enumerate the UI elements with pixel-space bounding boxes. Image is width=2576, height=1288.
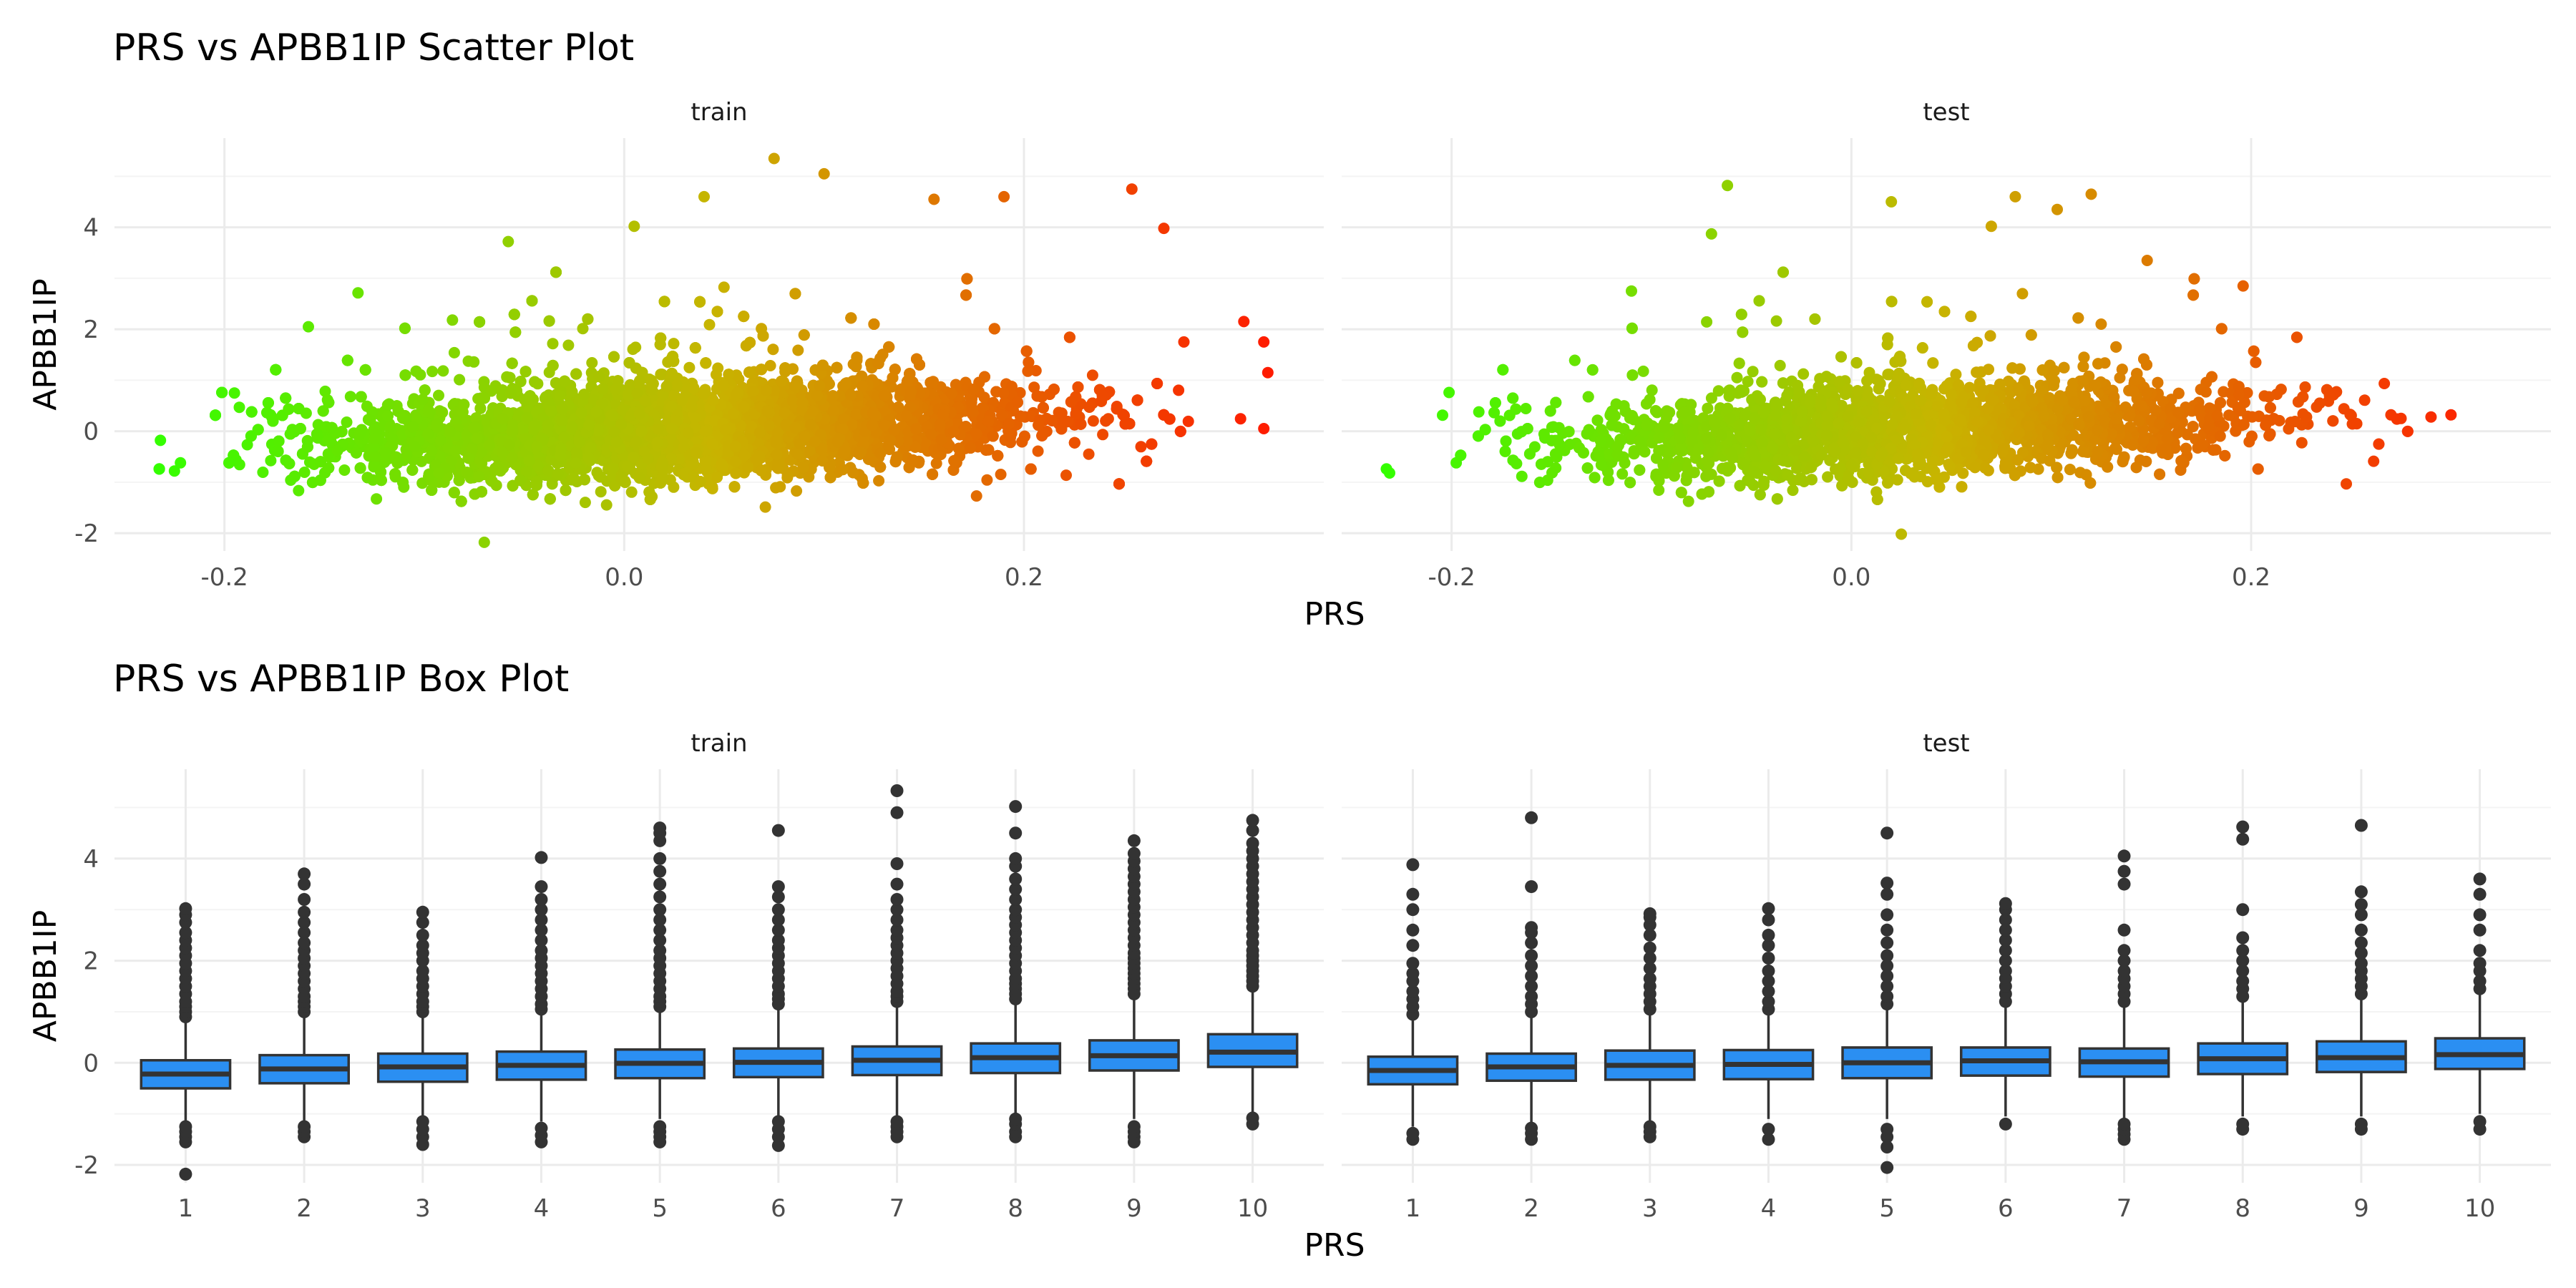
scatter-point <box>1022 365 1034 377</box>
scatter-point <box>764 360 776 371</box>
scatter-point <box>930 457 942 469</box>
scatter-point <box>668 338 680 350</box>
scatter-point <box>1028 381 1040 394</box>
scatter-point <box>625 486 638 498</box>
scatter-point <box>447 314 459 326</box>
scatter-point <box>338 464 351 476</box>
scatter-point <box>981 474 993 486</box>
scatter-point <box>630 341 642 353</box>
scatter-point <box>257 467 269 478</box>
scatter-point <box>970 490 982 502</box>
y-tick-label: -2 <box>74 519 99 548</box>
scatter-point <box>1234 413 1246 425</box>
scatter-point <box>792 344 804 356</box>
scatter-point <box>718 281 730 293</box>
scatter-point <box>341 416 353 428</box>
scatter-point <box>1060 469 1072 482</box>
scatter-point <box>352 287 364 299</box>
x-tick-label: 0.2 <box>1005 563 1043 592</box>
scatter-point <box>1055 407 1068 419</box>
scatter-point <box>1083 448 1095 460</box>
scatter-point <box>426 366 439 378</box>
scatter-point <box>577 323 589 335</box>
x-tick-label: -0.2 <box>200 563 248 592</box>
scatter-point <box>791 485 803 497</box>
scatter-point <box>873 474 885 487</box>
scatter-point <box>1087 415 1099 427</box>
scatter-point <box>437 365 449 377</box>
scatter-point <box>319 385 331 397</box>
scatter-point <box>770 482 782 494</box>
scatter-point <box>1086 369 1098 381</box>
scatter-point <box>1032 445 1044 457</box>
scatter-point <box>547 338 559 350</box>
scatter-point <box>241 439 253 451</box>
scatter-point <box>703 318 716 331</box>
scatter-point <box>344 391 356 403</box>
scatter-point <box>265 454 277 467</box>
scatter-point <box>586 357 598 369</box>
scatter-point <box>298 467 311 478</box>
scatter-point <box>233 401 245 414</box>
scatter-point <box>595 486 607 498</box>
scatter-plot-title: PRS vs APBB1IP Scatter Plot <box>113 26 634 69</box>
scatter-panel-train: train -0.2 0.0 0.2 -2 0 2 4 <box>74 98 1324 592</box>
scatter-point <box>1097 429 1109 441</box>
scatter-point <box>448 346 460 358</box>
scatter-point <box>1030 365 1042 376</box>
scatter-point <box>683 361 696 374</box>
scatter-point <box>759 501 771 513</box>
scatter-point <box>995 469 1007 480</box>
scatter-point <box>1173 384 1185 396</box>
scatter-point <box>711 369 722 381</box>
scatter-point <box>600 499 613 511</box>
scatter-point <box>433 389 444 401</box>
x-tick-label: 0.0 <box>605 563 643 592</box>
y-tick-label: 2 <box>83 316 99 344</box>
scatter-point <box>1135 441 1147 453</box>
scatter-point <box>454 374 466 386</box>
y-tick-label: 4 <box>83 214 99 243</box>
scatter-point <box>293 484 305 497</box>
scatter-points <box>153 152 1274 548</box>
panel-strip-label: train <box>691 98 747 127</box>
scatter-point <box>1182 415 1194 427</box>
scatter-point <box>579 497 591 509</box>
scatter-point <box>371 493 383 505</box>
scatter-point <box>562 339 575 351</box>
y-tick-label: 0 <box>83 418 99 447</box>
scatter-point <box>767 343 779 356</box>
scatter-point <box>462 355 474 367</box>
